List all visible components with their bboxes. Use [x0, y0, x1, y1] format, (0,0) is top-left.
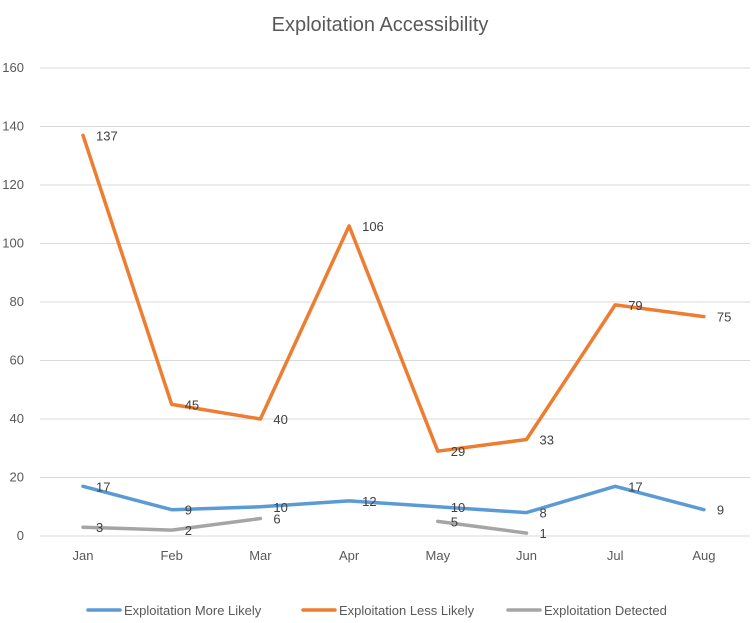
legend: Exploitation More Likely Exploitation Les… [86, 603, 667, 618]
legend-label-exploitation-more-likely: Exploitation More Likely [124, 603, 262, 618]
series-line-exploitation-detected-1 [436, 519, 529, 535]
y-tick-label-60: 60 [10, 353, 24, 368]
legend-item-exploitation-more-likely: Exploitation More Likely [86, 603, 262, 618]
data-label-exploitation-detected-may: 5 [451, 514, 458, 529]
y-tick-label-20: 20 [10, 470, 24, 485]
data-label-exploitation-detected-jan: 3 [96, 520, 103, 535]
y-tick-label-0: 0 [17, 528, 24, 543]
data-label-exploitation-more-likely-mar: 10 [273, 500, 287, 515]
x-axis-ticks: Jan Feb Mar Apr May Jun Jul Aug [73, 548, 716, 563]
data-label-exploitation-more-likely-jan: 17 [96, 479, 110, 494]
data-label-exploitation-more-likely-apr: 12 [362, 494, 376, 509]
data-labels: 17 9 10 12 10 8 17 9 137 45 40 106 29 33 79 75 3 2 6 5 1 [96, 128, 731, 541]
y-tick-label-80: 80 [10, 294, 24, 309]
legend-label-exploitation-less-likely: Exploitation Less Likely [339, 603, 475, 618]
x-tick-label-aug: Aug [692, 548, 715, 563]
legend-item-exploitation-less-likely: Exploitation Less Likely [301, 603, 475, 618]
y-tick-label-140: 140 [2, 119, 24, 134]
x-tick-label-mar: Mar [249, 548, 272, 563]
y-tick-label-100: 100 [2, 236, 24, 251]
y-tick-label-120: 120 [2, 177, 24, 192]
gridlines [40, 67, 750, 537]
series-line-exploitation-more-likely-0 [81, 484, 706, 515]
data-label-exploitation-more-likely-jul: 17 [628, 479, 642, 494]
data-label-exploitation-less-likely-mar: 40 [273, 412, 287, 427]
data-label-exploitation-more-likely-aug: 9 [717, 503, 724, 518]
x-tick-label-apr: Apr [339, 548, 360, 563]
data-label-exploitation-detected-mar: 6 [273, 511, 280, 526]
x-tick-label-jan: Jan [73, 548, 94, 563]
x-tick-label-feb: Feb [160, 548, 182, 563]
x-tick-label-jun: Jun [516, 548, 537, 563]
series-line-exploitation-less-likely-0 [81, 133, 706, 453]
data-label-exploitation-less-likely-jul: 79 [628, 298, 642, 313]
data-label-exploitation-detected-jun: 1 [540, 526, 547, 541]
data-label-exploitation-less-likely-apr: 106 [362, 219, 384, 234]
x-tick-label-may: May [426, 548, 451, 563]
data-label-exploitation-less-likely-jun: 33 [540, 432, 554, 447]
series-lines [81, 133, 706, 535]
data-label-exploitation-more-likely-may: 10 [451, 500, 465, 515]
data-label-exploitation-less-likely-jan: 137 [96, 128, 118, 143]
data-label-exploitation-less-likely-feb: 45 [185, 397, 199, 412]
data-label-exploitation-more-likely-feb: 9 [185, 503, 192, 518]
chart-title: Exploitation Accessibility [272, 14, 489, 36]
legend-item-exploitation-detected: Exploitation Detected [506, 603, 667, 618]
data-label-exploitation-less-likely-may: 29 [451, 444, 465, 459]
legend-label-exploitation-detected: Exploitation Detected [544, 603, 667, 618]
data-label-exploitation-more-likely-jun: 8 [540, 506, 547, 521]
series-line-exploitation-detected-0 [81, 516, 263, 532]
y-tick-label-160: 160 [2, 60, 24, 75]
y-tick-label-40: 40 [10, 411, 24, 426]
x-tick-label-jul: Jul [607, 548, 624, 563]
y-axis-ticks: 0 20 40 60 80 100 120 140 160 [2, 60, 24, 543]
data-label-exploitation-less-likely-aug: 75 [717, 310, 731, 325]
data-label-exploitation-detected-feb: 2 [185, 523, 192, 538]
